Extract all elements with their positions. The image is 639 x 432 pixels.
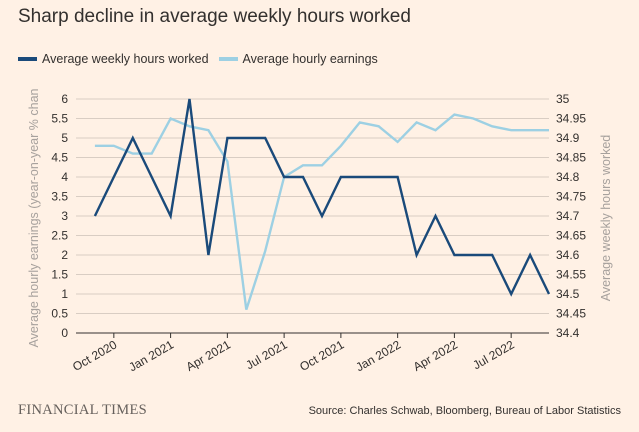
y-left-tick-label: 2: [61, 248, 68, 262]
x-tick-label: Oct 2021: [297, 337, 346, 374]
series-line-hourly-earnings: [94, 113, 549, 310]
y-left-tick-label: 0.5: [51, 307, 68, 321]
y-right-axis-title: Average weekly hours worked: [599, 135, 613, 302]
x-tick-label: Jul 2021: [243, 337, 290, 372]
x-tick-label: Jul 2022: [470, 337, 517, 372]
ft-brand-logo: FINANCIAL TIMES: [18, 402, 147, 418]
y-left-tick-label: 3.5: [51, 190, 68, 204]
chart-legend: Average weekly hours worked Average hour…: [18, 52, 388, 66]
y-left-tick-label: 4: [61, 170, 68, 184]
y-right-tick-label: 34.8: [556, 170, 580, 184]
y-right-tick-label: 34.65: [556, 229, 586, 243]
y-left-tick-label: 4.5: [51, 151, 68, 165]
legend-item-weekly-hours: Average weekly hours worked: [18, 52, 209, 66]
y-left-axis-title: Average hourly earnings (year-on-year % …: [27, 88, 41, 347]
legend-label-weekly-hours: Average weekly hours worked: [42, 52, 209, 66]
legend-label-hourly-earnings: Average hourly earnings: [242, 52, 378, 66]
y-left-tick-label: 5.5: [51, 112, 68, 126]
y-left-tick-label: 6: [61, 92, 68, 106]
legend-item-hourly-earnings: Average hourly earnings: [218, 52, 378, 66]
y-left-tick-label: 1: [61, 287, 68, 301]
x-tick-label: Jan 2021: [126, 337, 176, 374]
legend-swatch-hourly-earnings: [218, 57, 238, 61]
y-left-tick-label: 5: [61, 131, 68, 145]
chart-title: Sharp decline in average weekly hours wo…: [18, 6, 411, 27]
y-right-tick-label: 34.95: [556, 112, 586, 126]
x-tick-label: Oct 2020: [70, 337, 119, 374]
legend-swatch-weekly-hours: [18, 57, 37, 61]
y-right-tick-label: 34.9: [556, 131, 580, 145]
y-right-tick-label: 34.85: [556, 151, 586, 165]
y-right-tick-label: 34.75: [556, 190, 586, 204]
x-tick-label: Apr 2021: [184, 337, 233, 374]
y-right-tick-label: 35: [556, 92, 570, 106]
y-right-tick-label: 34.45: [556, 307, 586, 321]
y-right-tick-label: 34.7: [556, 209, 580, 223]
y-right-tick-label: 34.55: [556, 268, 586, 282]
y-left-tick-label: 2.5: [51, 229, 68, 243]
series-line-weekly-hours: [93, 98, 551, 297]
y-left-tick-label: 0: [61, 326, 68, 340]
y-left-tick-label: 1.5: [51, 268, 68, 282]
source-note: Source: Charles Schwab, Bloomberg, Burea…: [308, 405, 621, 417]
x-tick-label: Apr 2022: [411, 337, 460, 374]
x-tick-label: Jan 2022: [353, 337, 403, 374]
y-right-tick-label: 34.6: [556, 248, 580, 262]
line-chart: 0 34.40.5 34.451 34.51.5 34.552 34.62.5 34.653…: [27, 88, 613, 374]
y-right-tick-label: 34.5: [556, 287, 580, 301]
y-left-tick-label: 3: [61, 209, 68, 223]
y-right-tick-label: 34.4: [556, 326, 580, 340]
